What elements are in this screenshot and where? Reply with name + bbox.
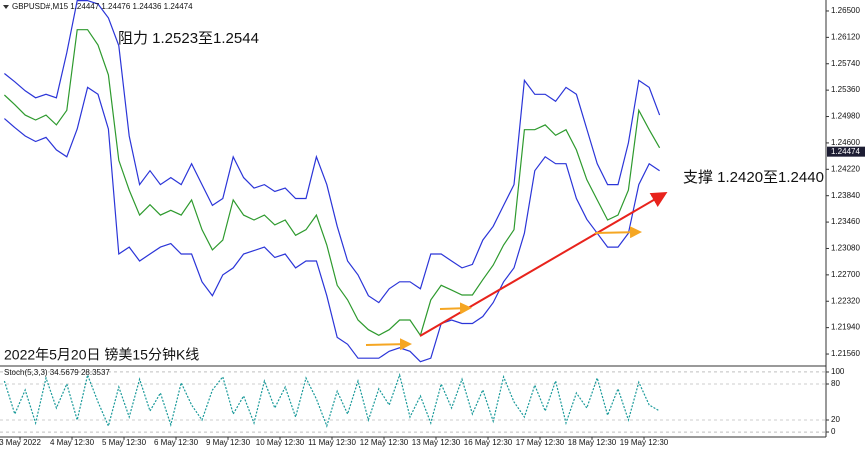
y-tick-label: 1.21560 — [831, 349, 860, 358]
y-tick-label: 1.25360 — [831, 85, 860, 94]
y-tick-label: 1.22700 — [831, 270, 860, 279]
series-line — [3, 29, 661, 337]
x-tick-label: 3 May 2022 — [0, 438, 41, 447]
marker-arrow — [365, 338, 412, 351]
series-line — [4, 86, 660, 363]
y-tick-label: 1.23460 — [831, 217, 860, 226]
annotation: 支撑 1.2420至1.2440 — [683, 169, 824, 186]
x-tick-label: 11 May 12:30 — [308, 438, 356, 447]
y-tick-label: 100 — [831, 367, 845, 376]
x-tick-label: 10 May 12:30 — [256, 438, 305, 447]
y-tick-label: 1.24600 — [831, 138, 860, 147]
x-tick-label: 4 May 12:30 — [50, 438, 95, 447]
marker-arrow — [594, 226, 642, 239]
x-tick-label: 6 May 12:30 — [154, 438, 199, 447]
series-line — [4, 0, 661, 304]
x-tick-label: 9 May 12:30 — [206, 438, 251, 447]
y-tick-label: 1.24220 — [831, 164, 860, 173]
y-tick-label: 0 — [831, 427, 836, 436]
x-tick-label: 17 May 12:30 — [516, 438, 565, 447]
title-icon — [3, 5, 9, 9]
y-tick-label: 1.24980 — [831, 112, 860, 121]
series-line — [3, 372, 660, 428]
y-tick-label: 1.21940 — [831, 323, 860, 332]
marker-arrow — [439, 302, 472, 315]
current-price-box — [827, 146, 865, 157]
y-tick-label: 1.22320 — [831, 296, 860, 305]
y-tick-label: 1.25740 — [831, 59, 860, 68]
y-tick-label: 1.23080 — [831, 244, 860, 253]
current-price-label: 1.24474 — [831, 147, 860, 156]
annotation: 2022年5月20日 镑美15分钟K线 — [4, 347, 199, 363]
x-tick-label: 18 May 12:30 — [568, 438, 617, 447]
indicator-title: Stoch(5,3,3) 34.5679 28.3537 — [4, 368, 110, 377]
x-tick-label: 16 May 12:30 — [464, 438, 513, 447]
x-tick-label: 12 May 12:30 — [360, 438, 409, 447]
y-tick-label: 1.26120 — [831, 32, 860, 41]
y-tick-label: 80 — [831, 379, 840, 388]
y-tick-label: 1.23840 — [831, 191, 860, 200]
chart-title: GBPUSD#,M15 1.24447 1.24476 1.24436 1.24… — [12, 2, 193, 11]
x-tick-label: 5 May 12:30 — [102, 438, 147, 447]
x-tick-label: 19 May 12:30 — [620, 438, 669, 447]
annotation: 阻力 1.2523至1.2544 — [118, 30, 259, 47]
x-tick-label: 13 May 12:30 — [412, 438, 461, 447]
y-tick-label: 1.26500 — [831, 6, 860, 15]
y-tick-label: 20 — [831, 415, 840, 424]
